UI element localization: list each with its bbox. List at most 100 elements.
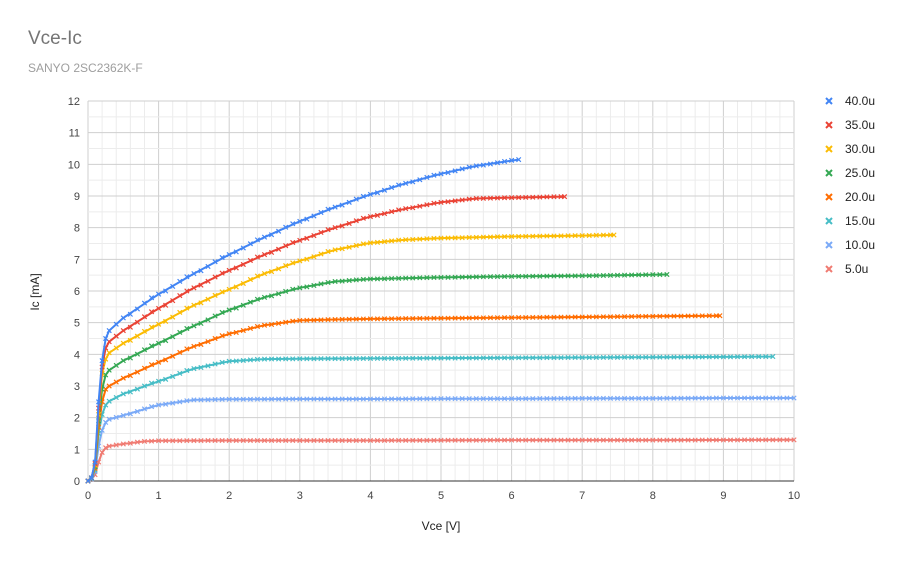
data-point-marker bbox=[487, 437, 494, 443]
data-point-marker bbox=[155, 321, 162, 327]
data-point-marker bbox=[749, 354, 755, 360]
data-point-marker bbox=[191, 365, 197, 372]
data-point-marker bbox=[417, 177, 423, 183]
data-point-marker bbox=[155, 305, 162, 312]
data-point-marker bbox=[579, 232, 585, 239]
data-point-marker bbox=[290, 260, 296, 266]
data-point-marker bbox=[332, 278, 338, 285]
data-point-marker bbox=[134, 439, 141, 445]
data-point-marker bbox=[403, 237, 409, 243]
data-point-marker bbox=[332, 316, 338, 323]
data-point-marker bbox=[565, 395, 571, 402]
data-point-marker bbox=[219, 254, 225, 261]
data-point-marker bbox=[431, 235, 437, 241]
data-point-marker bbox=[311, 213, 317, 219]
data-point-marker bbox=[551, 437, 557, 443]
data-point-marker bbox=[692, 437, 698, 443]
data-point-marker bbox=[311, 232, 317, 239]
data-point-marker bbox=[424, 437, 430, 443]
data-point-marker bbox=[254, 273, 261, 279]
data-point-marker bbox=[254, 323, 261, 330]
data-point-marker bbox=[170, 353, 176, 359]
data-point-marker bbox=[233, 437, 239, 444]
data-point-marker bbox=[431, 172, 437, 178]
data-point-marker bbox=[233, 358, 239, 364]
data-point-marker bbox=[403, 315, 409, 322]
data-point-marker bbox=[254, 254, 261, 260]
data-point-marker bbox=[275, 320, 282, 327]
data-point-marker bbox=[410, 396, 416, 402]
data-point-marker bbox=[734, 354, 741, 360]
legend-item: 15.0u bbox=[825, 214, 875, 228]
data-point-marker bbox=[106, 350, 112, 356]
data-point-marker bbox=[191, 343, 197, 350]
data-point-marker bbox=[403, 275, 409, 281]
data-point-marker bbox=[452, 274, 458, 280]
data-point-marker bbox=[311, 437, 317, 444]
data-point-marker bbox=[671, 437, 677, 443]
data-point-marker bbox=[226, 267, 232, 274]
data-point-marker bbox=[106, 367, 112, 373]
data-point-marker bbox=[127, 373, 133, 379]
data-point-marker bbox=[727, 437, 734, 443]
y-tick-label: 9 bbox=[74, 191, 80, 203]
data-point-marker bbox=[205, 317, 211, 323]
data-point-marker bbox=[720, 437, 727, 443]
data-point-marker bbox=[113, 321, 119, 327]
data-point-marker bbox=[332, 225, 338, 231]
data-point-marker bbox=[381, 210, 388, 217]
y-tick-label: 10 bbox=[68, 159, 80, 171]
data-point-marker bbox=[621, 313, 628, 320]
data-point-marker bbox=[466, 164, 472, 170]
data-point-marker bbox=[516, 156, 522, 163]
data-point-marker bbox=[381, 396, 388, 402]
data-point-marker bbox=[579, 314, 585, 320]
data-point-marker bbox=[275, 266, 282, 272]
data-point-marker bbox=[346, 396, 352, 402]
data-point-marker bbox=[388, 238, 395, 244]
data-point-marker bbox=[134, 333, 141, 339]
data-point-marker bbox=[438, 235, 444, 241]
legend-item: 25.0u bbox=[825, 166, 875, 180]
data-point-marker bbox=[537, 273, 543, 279]
data-point-marker bbox=[410, 437, 416, 444]
series-line bbox=[87, 273, 667, 482]
data-point-marker bbox=[198, 437, 204, 444]
data-point-marker bbox=[579, 273, 585, 279]
data-point-marker bbox=[381, 437, 388, 444]
data-point-marker bbox=[106, 416, 112, 422]
chart-subtitle: SANYO 2SC2362K-F bbox=[28, 61, 143, 75]
data-point-marker bbox=[657, 437, 663, 443]
data-point-marker bbox=[339, 355, 345, 362]
data-point-marker bbox=[339, 396, 345, 402]
data-point-marker bbox=[593, 354, 599, 361]
data-point-marker bbox=[473, 437, 479, 443]
data-point-marker bbox=[487, 195, 494, 201]
data-point-marker bbox=[191, 285, 197, 291]
data-point-marker bbox=[763, 395, 769, 401]
data-point-marker bbox=[268, 396, 275, 402]
data-point-marker bbox=[466, 274, 472, 280]
data-point-marker bbox=[261, 270, 268, 277]
data-point-marker bbox=[572, 314, 578, 320]
data-point-marker bbox=[614, 354, 621, 360]
data-point-marker bbox=[537, 314, 543, 320]
data-point-marker bbox=[480, 274, 486, 280]
data-point-marker bbox=[424, 236, 430, 242]
data-point-marker bbox=[445, 199, 451, 205]
x-tick-label: 9 bbox=[720, 490, 726, 502]
data-point-marker bbox=[268, 356, 275, 362]
data-point-marker bbox=[177, 399, 183, 405]
data-point-marker bbox=[304, 235, 310, 242]
data-point-marker bbox=[311, 356, 317, 362]
data-point-marker bbox=[614, 395, 621, 401]
data-point-marker bbox=[523, 355, 529, 361]
data-point-marker bbox=[212, 335, 218, 342]
data-point-marker bbox=[717, 313, 723, 319]
data-point-marker bbox=[148, 380, 155, 386]
data-point-marker bbox=[459, 396, 465, 402]
legend-label: 20.0u bbox=[845, 190, 875, 204]
x-tick-label: 4 bbox=[367, 490, 373, 502]
data-point-marker bbox=[741, 437, 748, 443]
data-point-marker bbox=[247, 299, 254, 305]
